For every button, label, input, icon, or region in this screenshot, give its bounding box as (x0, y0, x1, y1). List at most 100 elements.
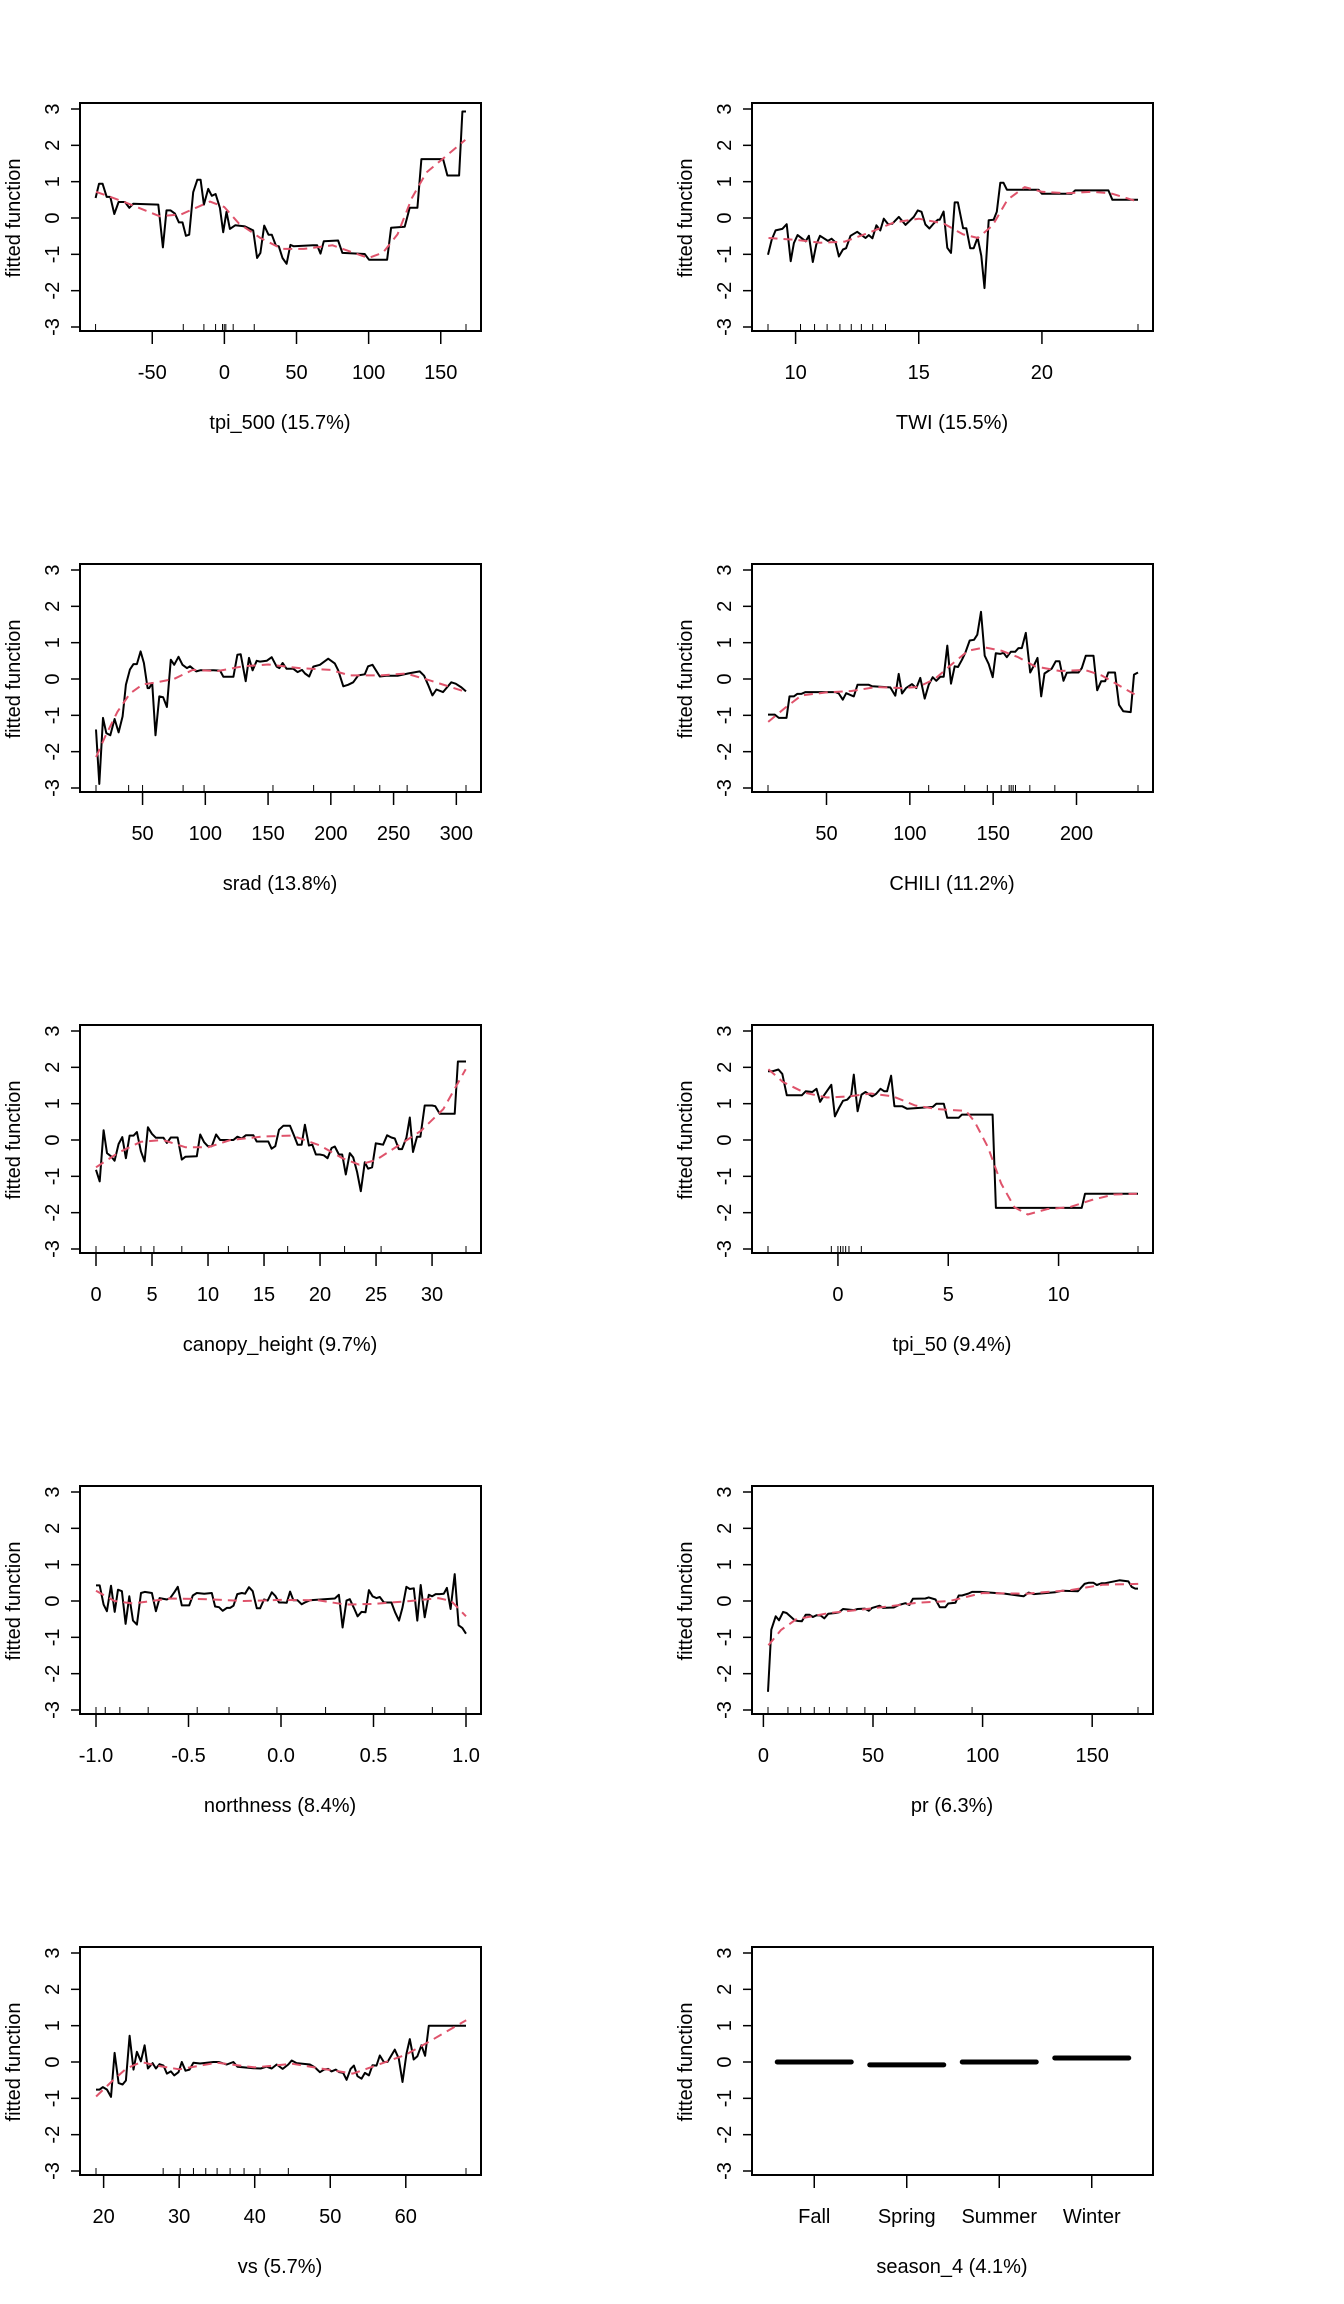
y-tick-label: -2 (714, 743, 736, 761)
fitted-curve (95, 650, 467, 785)
x-tick-label: 20 (309, 1284, 331, 1306)
y-tick-label: -1 (714, 1167, 736, 1185)
x-axis-title: vs (5.7%) (238, 2256, 322, 2278)
y-tick-label: 1 (42, 1559, 64, 1570)
y-tick-label: 3 (714, 1025, 736, 1036)
y-axis-title: fitted function (675, 159, 697, 278)
y-tick-label: 3 (42, 103, 64, 114)
x-tick-label: -0.5 (171, 1745, 205, 1767)
y-tick-label: 2 (714, 601, 736, 612)
y-tick-label: 0 (714, 1134, 736, 1145)
y-tick-label: -2 (714, 2126, 736, 2144)
fitted-curve (94, 110, 466, 265)
x-tick-label: 1.0 (452, 1745, 480, 1767)
x-tick-label: 10 (1047, 1284, 1069, 1306)
x-tick-label: 150 (1076, 1745, 1109, 1767)
y-tick-label: 0 (714, 2056, 736, 2067)
x-tick-label: 10 (784, 362, 806, 384)
x-tick-label: 5 (943, 1284, 954, 1306)
panel-5: -3 -2 -1 0 1 2 3 fitted function 0 5 10 tpi_50 (9.4… (675, 1024, 1154, 1356)
smoothed-curve (95, 139, 466, 259)
x-tick-label: 100 (352, 362, 385, 384)
y-tick-label: 2 (42, 1523, 64, 1534)
y-tick-label: 2 (714, 1984, 736, 1995)
y-tick-label: 2 (42, 1062, 64, 1073)
y-tick-label: 1 (714, 637, 736, 648)
y-tick-label: -3 (714, 2162, 736, 2180)
y-tick-label: 3 (42, 1025, 64, 1036)
smoothed-curve (95, 1589, 467, 1617)
y-tick-label: -1 (42, 706, 64, 724)
x-tick-label: 50 (862, 1745, 884, 1767)
y-tick-label: -1 (714, 1628, 736, 1646)
y-tick-label: 2 (42, 601, 64, 612)
y-tick-label: 2 (714, 140, 736, 151)
fitted-curve (95, 1060, 466, 1193)
x-tick-label: Fall (798, 2206, 830, 2228)
y-tick-label: -2 (714, 1665, 736, 1683)
x-tick-label: Summer (961, 2206, 1037, 2228)
y-tick-label: -2 (42, 1665, 64, 1683)
smoothed-curve (767, 1582, 1139, 1646)
smoothed-curve (95, 2019, 467, 2098)
y-tick-label: 3 (42, 1947, 64, 1958)
plot-frame (79, 563, 482, 793)
x-tick-label: 100 (893, 823, 926, 845)
fitted-curve (767, 181, 1138, 290)
y-tick-label: -3 (42, 1240, 64, 1258)
smoothed-curve (95, 1068, 467, 1169)
y-tick-label: 1 (714, 1098, 736, 1109)
x-tick-label: 0.0 (267, 1745, 295, 1767)
y-tick-label: -2 (714, 282, 736, 300)
y-tick-label: 1 (714, 2020, 736, 2031)
y-tick-label: -1 (714, 2089, 736, 2107)
y-axis-title: fitted function (3, 159, 25, 278)
smoothed-curve (767, 1068, 1137, 1216)
y-tick-label: 1 (42, 1098, 64, 1109)
x-tick-label: 150 (251, 823, 284, 845)
y-axis-title: fitted function (675, 2003, 697, 2122)
x-tick-label: 150 (424, 362, 457, 384)
y-tick-label: 0 (714, 1595, 736, 1606)
y-tick-label: 2 (42, 140, 64, 151)
plot-frame (79, 102, 482, 332)
y-tick-label: -3 (714, 1240, 736, 1258)
x-axis-title: tpi_500 (15.7%) (209, 412, 350, 434)
smoothed-curve (768, 186, 1139, 244)
y-tick-label: 0 (42, 1595, 64, 1606)
y-tick-label: -1 (42, 245, 64, 263)
x-axis-title: TWI (15.5%) (896, 412, 1008, 434)
x-tick-label: 0 (832, 1284, 843, 1306)
y-axis-title: fitted function (3, 1542, 25, 1661)
fitted-curve (768, 610, 1139, 719)
x-tick-label: 5 (146, 1284, 157, 1306)
y-tick-label: 0 (714, 212, 736, 223)
y-tick-label: -3 (714, 1701, 736, 1719)
y-tick-label: 3 (714, 564, 736, 575)
y-tick-label: -1 (42, 1628, 64, 1646)
y-tick-label: 1 (42, 637, 64, 648)
x-tick-label: 200 (314, 823, 347, 845)
y-tick-label: 2 (42, 1984, 64, 1995)
x-axis-title: srad (13.8%) (223, 873, 338, 895)
y-tick-label: 1 (714, 176, 736, 187)
x-tick-label: 0.5 (360, 1745, 388, 1767)
x-tick-label: 50 (815, 823, 837, 845)
y-axis-title: fitted function (675, 620, 697, 739)
plot-frame (751, 1946, 1154, 2176)
x-axis-title: CHILI (11.2%) (889, 873, 1014, 895)
x-tick-label: 40 (244, 2206, 266, 2228)
x-axis-title: canopy_height (9.7%) (183, 1334, 378, 1356)
smoothed-curve (95, 663, 466, 758)
y-tick-label: 0 (42, 1134, 64, 1145)
y-tick-label: -3 (42, 779, 64, 797)
x-axis-title: northness (8.4%) (204, 1795, 356, 1817)
y-tick-label: 1 (714, 1559, 736, 1570)
y-tick-label: -3 (42, 1701, 64, 1719)
x-tick-label: 50 (131, 823, 153, 845)
plot-frame (751, 102, 1154, 332)
x-tick-label: 0 (219, 362, 230, 384)
x-tick-label: 250 (377, 823, 410, 845)
y-tick-label: -2 (42, 1204, 64, 1222)
